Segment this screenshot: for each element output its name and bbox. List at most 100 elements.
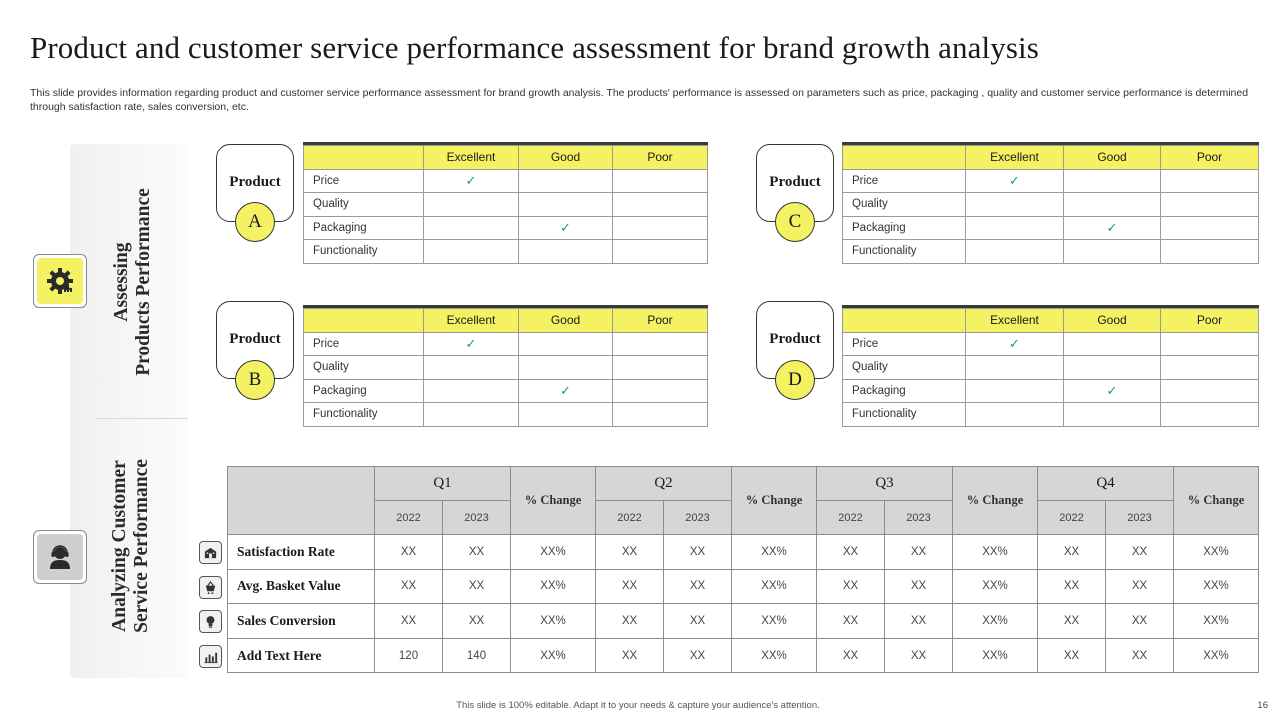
- metric-value: XX: [1105, 603, 1174, 639]
- rating-cell: [423, 378, 519, 403]
- page-number: 16: [1257, 700, 1268, 711]
- product-table-b: Excellent Good Poor Price ✓ Quality Packaging ✓…: [303, 305, 708, 427]
- rating-header-good: Good: [518, 145, 613, 170]
- metric-value: XX: [1037, 603, 1106, 639]
- rating-header-excellent: Excellent: [423, 145, 519, 170]
- rating-cell: [423, 215, 519, 240]
- checkmark-icon: ✓: [465, 172, 477, 188]
- footer-note: This slide is 100% editable. Adapt it to…: [456, 700, 820, 711]
- metric-value: XX: [884, 637, 953, 674]
- checkmark-icon: ✓: [1106, 219, 1118, 235]
- metric-value: XX: [816, 637, 885, 674]
- rating-row: Quality: [303, 192, 708, 217]
- metric-value: XX%: [1173, 568, 1259, 605]
- metric-value: XX%: [510, 637, 596, 674]
- metric-value: XX: [442, 603, 511, 639]
- metric-value: XX%: [510, 603, 596, 639]
- rating-cell: [1063, 192, 1161, 217]
- rating-header-excellent: Excellent: [423, 308, 519, 333]
- rating-cell: [1160, 331, 1259, 356]
- metric-value: XX%: [952, 637, 1038, 674]
- rating-cell: [423, 355, 519, 380]
- service-performance-table: Q1% Change Q2% Change Q3% Change Q4% Change…: [227, 466, 1259, 674]
- rating-cell: [1160, 239, 1259, 264]
- product-letter-c: C: [775, 202, 815, 242]
- metric-value: XX%: [731, 568, 817, 605]
- table-corner-cell: [227, 466, 375, 535]
- rating-table: Excellent Good Poor Price ✓ Quality Packaging ✓…: [303, 308, 708, 427]
- rating-header-poor: Poor: [612, 308, 708, 333]
- gear-settings-icon: [33, 254, 87, 308]
- metric-value: XX: [884, 603, 953, 639]
- rating-cell: [612, 402, 708, 427]
- performance-row: Avg. Basket Value XX XX XX% XX XX XX% XX XX XX% XX…: [227, 568, 1259, 605]
- percent-change-header: % Change: [1173, 466, 1259, 535]
- metric-value: XX: [595, 603, 664, 639]
- product-table-a: Excellent Good Poor Price ✓ Quality Packaging ✓…: [303, 142, 708, 264]
- rating-cell: [423, 239, 519, 264]
- year-header: 2023: [1105, 500, 1174, 535]
- metric-value: XX: [374, 534, 443, 570]
- rating-row: Packaging ✓: [842, 378, 1259, 403]
- year-header: 2022: [595, 500, 664, 535]
- parameter-label: Functionality: [842, 239, 966, 264]
- performance-table: Q1% Change Q2% Change Q3% Change Q4% Change…: [227, 466, 1259, 674]
- metric-value: XX: [442, 568, 511, 605]
- metric-value: XX: [595, 568, 664, 605]
- metric-value: XX%: [952, 568, 1038, 605]
- rating-cell: [965, 378, 1064, 403]
- rating-header-corner: [303, 145, 424, 170]
- rating-table: Excellent Good Poor Price ✓ Quality Packaging ✓…: [303, 145, 708, 264]
- rating-row: Price ✓: [303, 168, 708, 193]
- rating-header-excellent: Excellent: [965, 145, 1064, 170]
- rating-row: Functionality: [842, 239, 1259, 264]
- metric-value: XX%: [952, 534, 1038, 570]
- rating-cell: [612, 192, 708, 217]
- rating-cell: ✓: [965, 331, 1064, 356]
- year-header: 2023: [663, 500, 732, 535]
- metric-label: Add Text Here: [227, 637, 375, 674]
- rating-cell: [965, 355, 1064, 380]
- parameter-label: Packaging: [842, 378, 966, 403]
- rating-cell: [1160, 378, 1259, 403]
- year-header: 2022: [374, 500, 443, 535]
- parameter-label: Price: [303, 168, 424, 193]
- rating-cell: [518, 355, 613, 380]
- metric-value: XX: [374, 603, 443, 639]
- metric-value: XX: [816, 534, 885, 570]
- rating-row: Packaging ✓: [303, 215, 708, 240]
- metric-value: XX%: [510, 568, 596, 605]
- rating-header-corner: [842, 145, 966, 170]
- performance-row: Add Text Here 120 140 XX% XX XX XX% XX XX XX% XX XX…: [227, 637, 1259, 674]
- quarter-header-q1: Q1: [374, 466, 511, 501]
- percent-change-header: % Change: [731, 466, 817, 535]
- section-band: [70, 144, 188, 678]
- rating-cell: [612, 168, 708, 193]
- metric-value: XX: [663, 637, 732, 674]
- parameter-label: Quality: [842, 355, 966, 380]
- table-top-bar: [303, 305, 708, 308]
- section-label-line: Products Performance: [133, 188, 154, 376]
- section-label-products: Assessing Products Performance: [111, 182, 155, 382]
- parameter-label: Price: [842, 331, 966, 356]
- metric-label: Sales Conversion: [227, 603, 375, 639]
- metric-value: XX: [1105, 637, 1174, 674]
- parameter-label: Price: [842, 168, 966, 193]
- product-label: Product: [229, 174, 281, 190]
- metric-value: XX: [816, 603, 885, 639]
- metric-value: XX: [595, 637, 664, 674]
- section-label-line: Service Performance: [131, 459, 152, 633]
- metric-value: XX: [884, 568, 953, 605]
- rating-header-row: Excellent Good Poor: [842, 145, 1259, 170]
- rating-table: Excellent Good Poor Price ✓ Quality Packaging ✓…: [842, 308, 1259, 427]
- metric-value: XX: [884, 534, 953, 570]
- rating-row: Packaging ✓: [842, 215, 1259, 240]
- quarter-header-row: Q1% Change Q2% Change Q3% Change Q4% Change: [227, 466, 1259, 535]
- slide-description: This slide provides information regardin…: [30, 87, 1249, 113]
- rating-row: Functionality: [303, 402, 708, 427]
- quarter-header-q2: Q2: [595, 466, 732, 501]
- rating-row: Quality: [842, 192, 1259, 217]
- metric-value: XX: [1105, 534, 1174, 570]
- performance-row: Satisfaction Rate XX XX XX% XX XX XX% XX XX XX% XX…: [227, 534, 1259, 570]
- metric-value: XX: [663, 568, 732, 605]
